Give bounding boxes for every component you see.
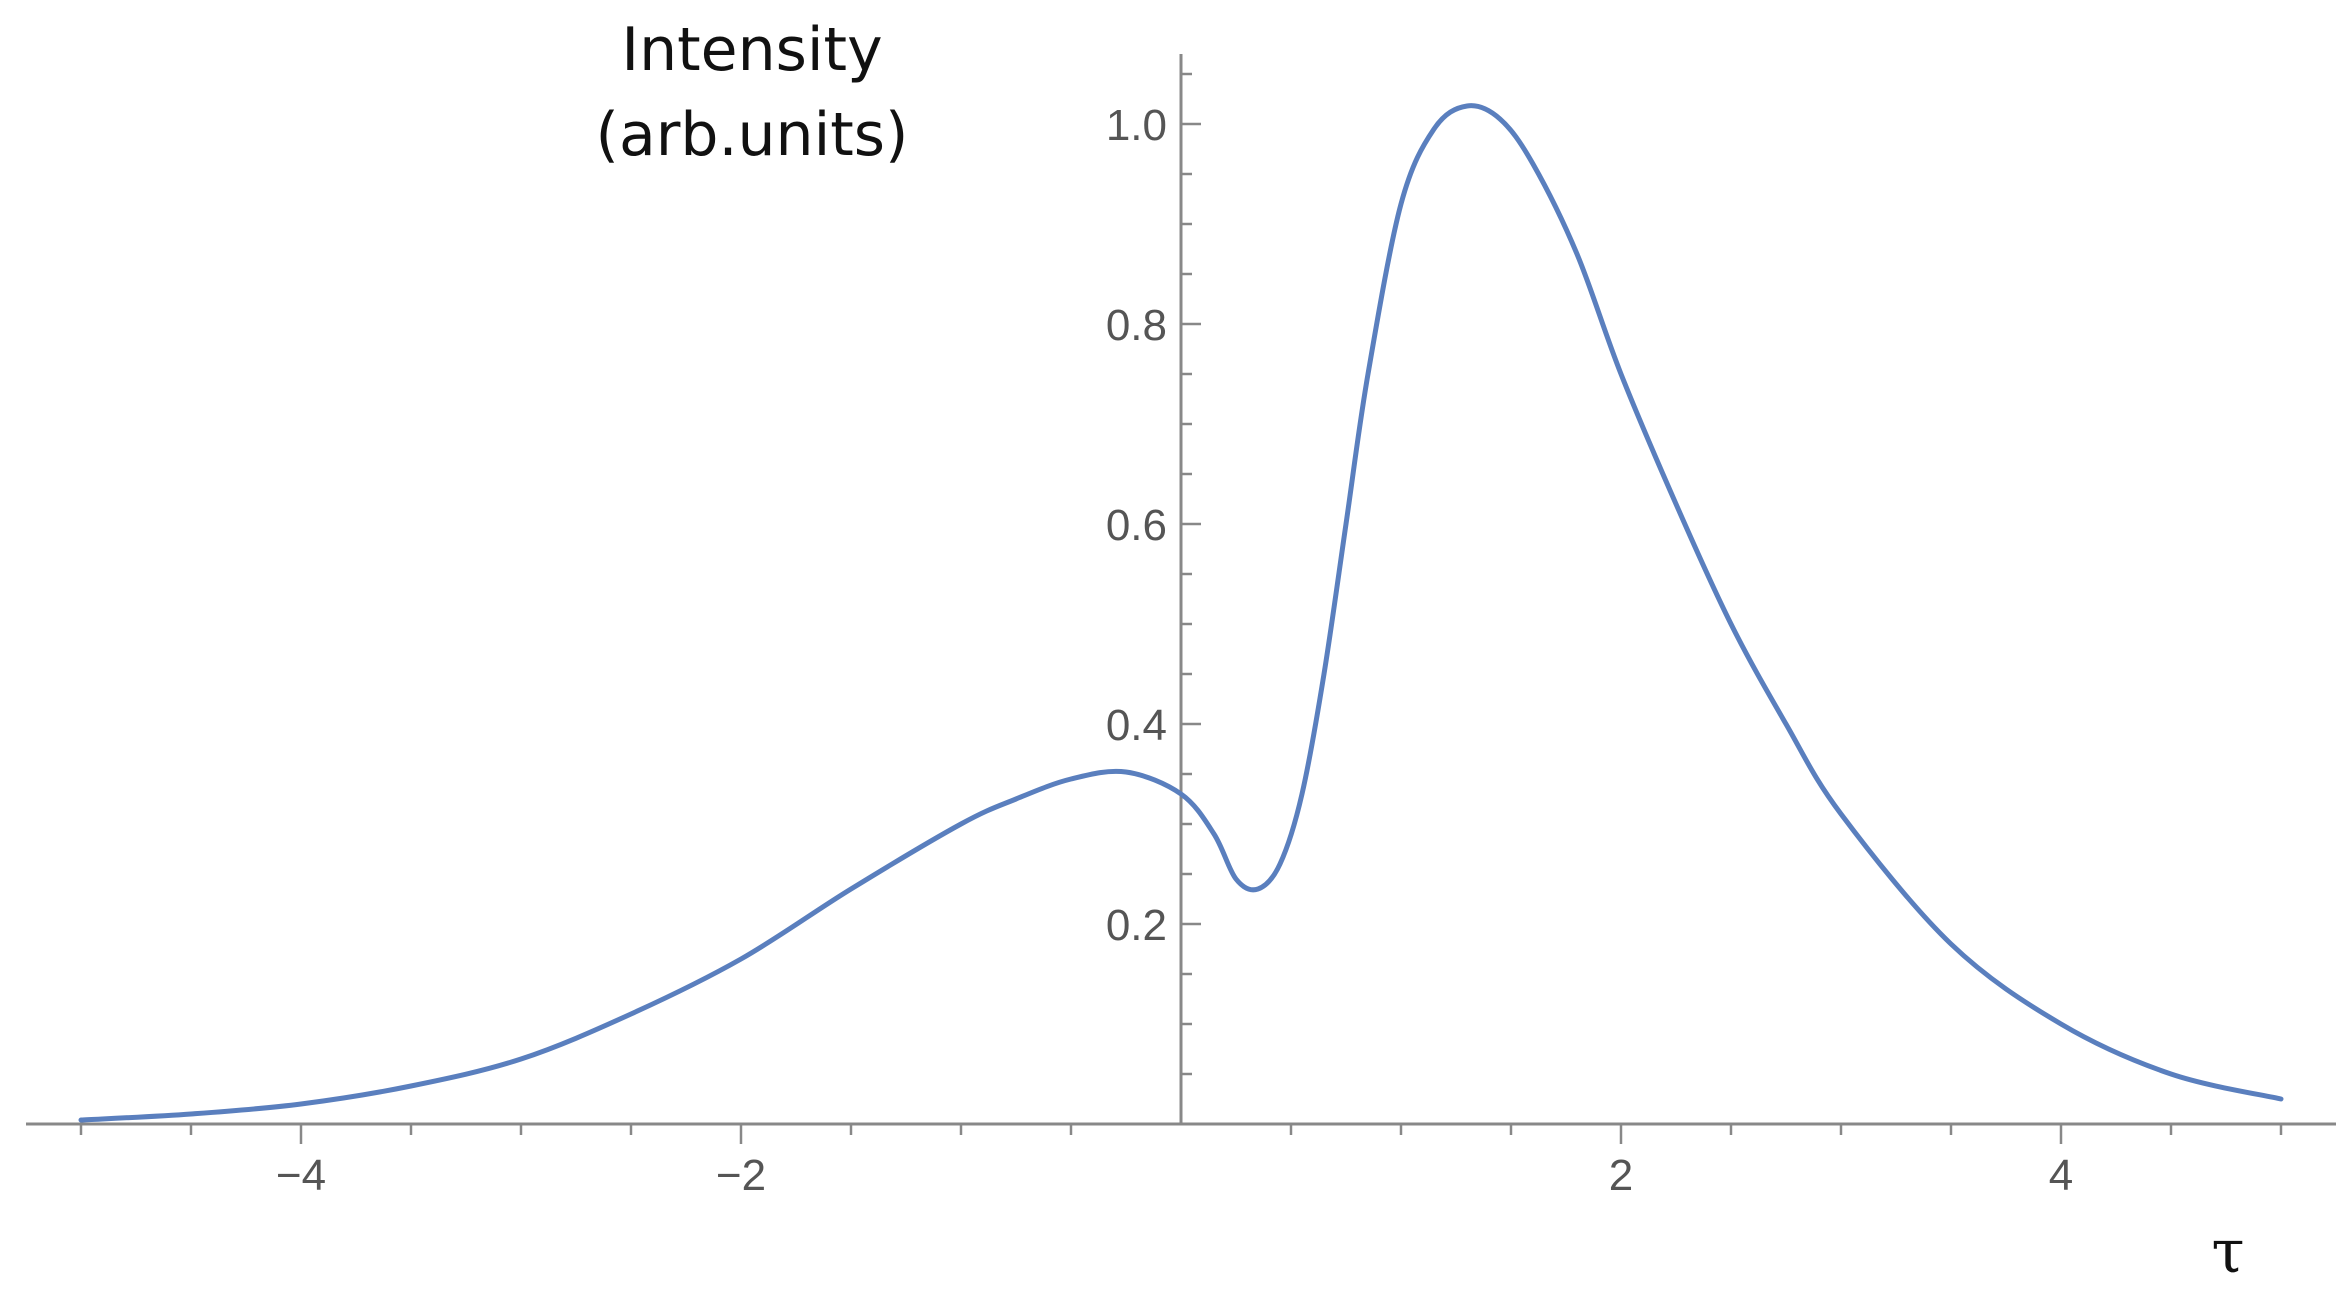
y-tick-label: 0.4 [1106, 701, 1167, 750]
y-axis-title-line1: Intensity [621, 15, 882, 85]
ticks [79, 72, 2283, 1144]
y-tick-label: 0.2 [1106, 901, 1167, 950]
y-axis-title-line2: (arb.units) [596, 100, 909, 170]
x-tick-label: −4 [276, 1151, 326, 1200]
intensity-curve [78, 103, 2284, 1123]
tick-labels: −4 −2 2 4 0.2 0.4 0.6 0.8 1.0 [276, 101, 2073, 1200]
y-tick-label: 0.6 [1106, 501, 1167, 550]
y-tick-label: 1.0 [1106, 101, 1167, 150]
x-axis-title: τ [2211, 1217, 2244, 1287]
axes [26, 54, 2336, 1126]
y-tick-label: 0.8 [1106, 301, 1167, 350]
x-tick-label: 4 [2049, 1151, 2073, 1200]
x-tick-label: −2 [716, 1151, 766, 1200]
series [78, 103, 2284, 1123]
x-tick-label: 2 [1609, 1151, 1633, 1200]
